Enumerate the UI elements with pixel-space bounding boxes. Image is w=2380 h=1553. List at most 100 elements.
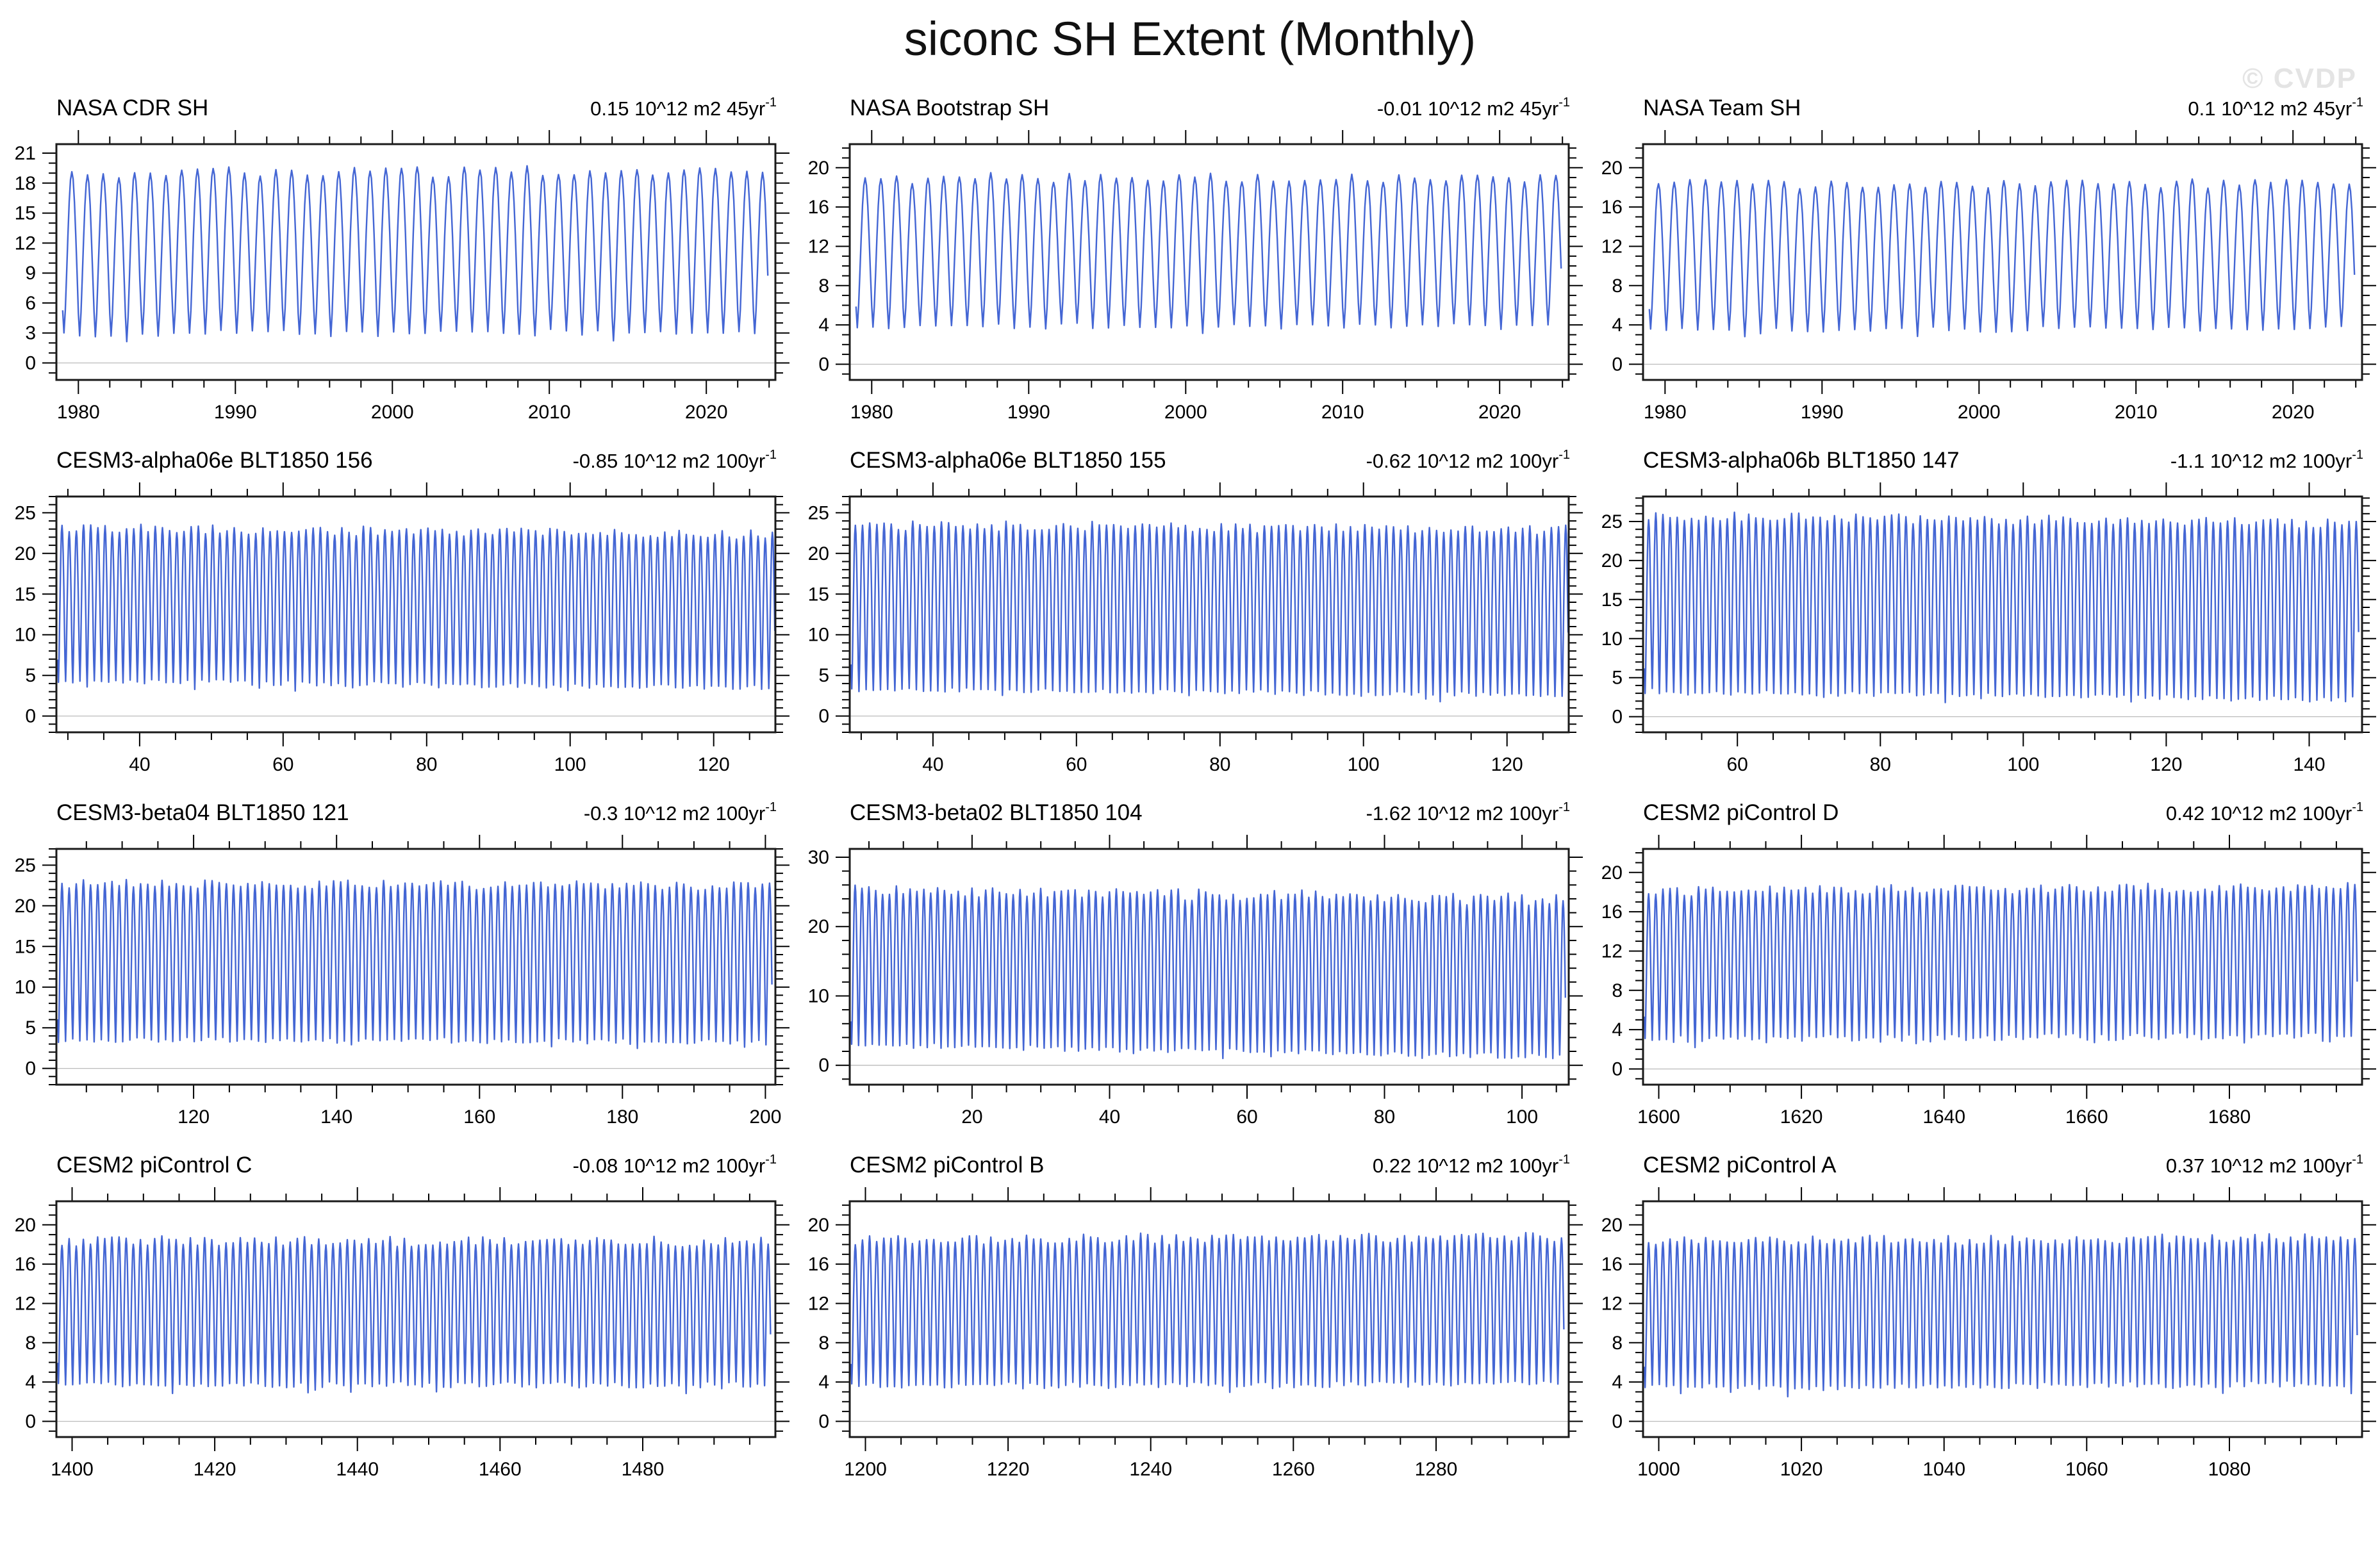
y-tick-label: 4 <box>1612 315 1623 336</box>
panel-trend-label: 0.22 10^12 m2 100yr-1 <box>1373 1153 1570 1178</box>
axis-tick-labels: 1000 1020 1040 1060 1080 0 4 8 12 16 20 <box>1601 1215 2251 1480</box>
x-tick-label: 120 <box>698 754 730 775</box>
y-tick-label: 4 <box>1612 1019 1623 1040</box>
plot-frame <box>1642 143 2363 381</box>
panel-trend-label: -1.62 10^12 m2 100yr-1 <box>1366 800 1570 825</box>
trend-value: 0.1 10^12 m2 45yr <box>2188 97 2352 120</box>
y-tick-label: 12 <box>15 1294 36 1315</box>
y-tick-label: 5 <box>1612 668 1623 689</box>
x-tick-label: 1280 <box>1415 1459 1458 1480</box>
x-tick-label: 1220 <box>987 1459 1030 1480</box>
x-tick-label: 1660 <box>2065 1106 2108 1128</box>
y-tick-label: 0 <box>818 706 829 727</box>
series-line <box>850 884 1566 1060</box>
panel-cesm2-picontrol-b: CESM2 piControl B 0.22 10^12 m2 100yr-1 12… <box>793 1153 1587 1505</box>
trend-value: -1.62 10^12 m2 100yr <box>1366 802 1559 825</box>
panel-header: NASA Bootstrap SH -0.01 10^12 m2 45yr-1 <box>850 95 1570 125</box>
trend-value: -0.85 10^12 m2 100yr <box>572 450 766 472</box>
panel-plot: 1980 1990 2000 2010 2020 0 3 6 9 12 15 18 21 <box>15 130 789 423</box>
y-tick-label: 0 <box>25 353 36 374</box>
y-tick-label: 10 <box>15 625 36 646</box>
x-tick-label: 200 <box>749 1106 781 1128</box>
x-tick-label: 120 <box>178 1106 210 1128</box>
axis-tick-labels: 40 60 80 100 120 0 5 10 15 20 25 <box>808 502 1523 775</box>
y-tick-label: 15 <box>1601 589 1623 611</box>
x-tick-label: 100 <box>1506 1106 1538 1128</box>
series-line <box>57 1235 772 1395</box>
y-tick-label: 0 <box>818 1055 829 1076</box>
trend-exponent: -1 <box>2352 448 2363 462</box>
panel-nasa-bootstrap-sh: NASA Bootstrap SH -0.01 10^12 m2 45yr-1 19… <box>793 95 1587 448</box>
panel-header: CESM3-beta04 BLT1850 121 -0.3 10^12 m2 10… <box>56 800 777 830</box>
x-tick-label: 120 <box>2150 754 2182 775</box>
panel-cesm3-alpha06b-blt1850-147: CESM3-alpha06b BLT1850 147 -1.1 10^12 m2 … <box>1587 448 2380 800</box>
y-tick-label: 12 <box>1601 1294 1623 1315</box>
panel-cesm2-picontrol-c: CESM2 piControl C -0.08 10^12 m2 100yr-1 1… <box>0 1153 793 1505</box>
y-tick-label: 4 <box>818 315 829 336</box>
trend-value: -0.3 10^12 m2 100yr <box>583 802 766 825</box>
panel-header: CESM2 piControl D 0.42 10^12 m2 100yr-1 <box>1643 800 2363 830</box>
panel-title: CESM3-beta02 BLT1850 104 <box>850 800 1143 825</box>
y-tick-label: 15 <box>15 936 36 957</box>
y-tick-label: 25 <box>1601 511 1623 532</box>
axis-ticks <box>42 482 789 746</box>
y-tick-label: 21 <box>15 143 36 164</box>
panel-title: CESM2 piControl A <box>1643 1153 1837 1178</box>
axis-tick-labels: 1200 1220 1240 1260 1280 0 4 8 12 16 20 <box>808 1215 1458 1480</box>
panel-title: CESM3-alpha06e BLT1850 156 <box>56 448 373 473</box>
y-tick-label: 9 <box>25 263 36 284</box>
y-tick-label: 12 <box>1601 941 1623 962</box>
series-line <box>1644 1233 2358 1398</box>
axis-ticks <box>836 482 1583 746</box>
panel-header: CESM2 piControl B 0.22 10^12 m2 100yr-1 <box>850 1153 1570 1182</box>
trend-exponent: -1 <box>765 1153 777 1167</box>
axis-tick-labels: 1980 1990 2000 2010 2020 0 3 6 9 12 15 18 21 <box>15 143 728 423</box>
panel-header: CESM2 piControl C -0.08 10^12 m2 100yr-1 <box>56 1153 777 1182</box>
axis-ticks <box>836 1187 1583 1451</box>
x-tick-label: 1020 <box>1780 1459 1823 1480</box>
panel-title: NASA Team SH <box>1643 95 1801 120</box>
panel-title: CESM3-beta04 BLT1850 121 <box>56 800 349 825</box>
x-tick-label: 140 <box>320 1106 352 1128</box>
y-tick-label: 0 <box>818 354 829 375</box>
panel-header: NASA Team SH 0.1 10^12 m2 45yr-1 <box>1643 95 2363 125</box>
y-tick-label: 0 <box>25 1058 36 1080</box>
panel-trend-label: 0.15 10^12 m2 45yr-1 <box>590 95 777 120</box>
x-tick-label: 1480 <box>622 1459 665 1480</box>
y-tick-label: 12 <box>15 233 36 254</box>
axis-tick-labels: 1980 1990 2000 2010 2020 0 4 8 12 16 20 <box>808 158 1521 423</box>
trend-value: -0.01 10^12 m2 45yr <box>1376 97 1559 120</box>
panel-title: CESM2 piControl B <box>850 1153 1045 1178</box>
axis-tick-labels: 40 60 80 100 120 0 5 10 15 20 25 <box>15 502 730 775</box>
x-tick-label: 1980 <box>850 402 893 423</box>
panel-plot: 40 60 80 100 120 0 5 10 15 20 25 <box>808 482 1583 775</box>
y-tick-label: 8 <box>25 1333 36 1354</box>
x-tick-label: 1640 <box>1922 1106 1965 1128</box>
panel-cesm3-alpha06e-blt1850-156: CESM3-alpha06e BLT1850 156 -0.85 10^12 m2… <box>0 448 793 800</box>
y-tick-label: 0 <box>1612 354 1623 375</box>
x-tick-label: 60 <box>1727 754 1748 775</box>
y-tick-label: 16 <box>1601 1254 1623 1275</box>
y-tick-label: 25 <box>15 855 36 876</box>
y-tick-label: 0 <box>1612 1411 1623 1433</box>
cvdp-screenshot: { "page": { "title": "siconc SH Extent (… <box>0 12 2380 1553</box>
trend-exponent: -1 <box>765 95 777 110</box>
y-tick-label: 20 <box>15 543 36 564</box>
trend-value: 0.37 10^12 m2 100yr <box>2165 1154 2352 1177</box>
y-tick-label: 8 <box>818 1333 829 1354</box>
axis-tick-labels: 1400 1420 1440 1460 1480 0 4 8 12 16 20 <box>15 1215 665 1480</box>
x-tick-label: 1040 <box>1922 1459 1965 1480</box>
panel-trend-label: -0.62 10^12 m2 100yr-1 <box>1366 448 1570 473</box>
trend-exponent: -1 <box>2352 800 2363 814</box>
y-tick-label: 3 <box>25 323 36 344</box>
plot-frame <box>848 848 1570 1086</box>
trend-exponent: -1 <box>765 448 777 462</box>
x-tick-label: 160 <box>463 1106 495 1128</box>
trend-exponent: -1 <box>1558 448 1570 462</box>
x-tick-label: 2020 <box>1478 402 1521 423</box>
axis-ticks <box>42 835 789 1099</box>
panel-trend-label: -0.3 10^12 m2 100yr-1 <box>584 800 777 825</box>
x-tick-label: 60 <box>272 754 293 775</box>
y-tick-label: 16 <box>1601 901 1623 923</box>
